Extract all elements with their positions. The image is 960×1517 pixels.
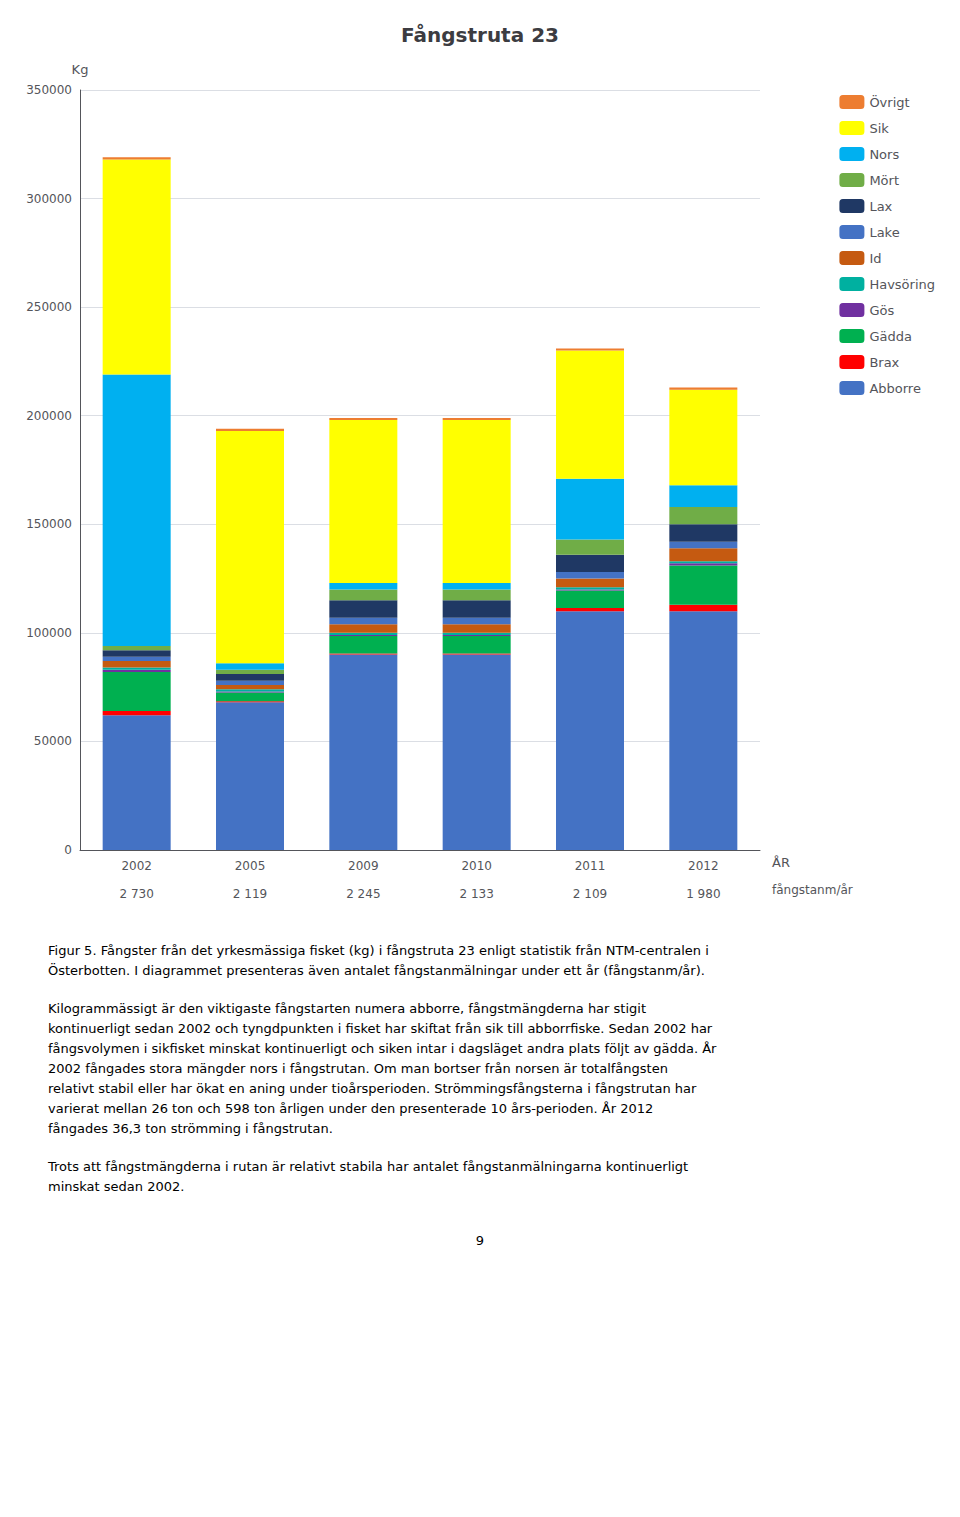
svg-text:2009: 2009 [348, 859, 379, 873]
svg-text:relativt stabil eller har ökat: relativt stabil eller har ökat en aning … [48, 1081, 697, 1096]
svg-text:Figur 5. Fångster från det yrk: Figur 5. Fångster från det yrkesmässiga … [48, 943, 709, 958]
svg-text:fångades 36,3 ton strömming i: fångades 36,3 ton strömming i fångstruta… [48, 1121, 333, 1136]
svg-text:Trots att fångstmängderna i ru: Trots att fångstmängderna i rutan är rel… [47, 1159, 688, 1174]
svg-text:Lax: Lax [869, 199, 892, 214]
svg-text:2002: 2002 [121, 859, 152, 873]
svg-text:2011: 2011 [575, 859, 606, 873]
svg-text:50000: 50000 [34, 734, 72, 748]
svg-text:Kilogrammässigt är den viktiga: Kilogrammässigt är den viktigaste fångst… [48, 1001, 646, 1016]
svg-text:Österbotten. I diagrammet pres: Österbotten. I diagrammet presenteras äv… [48, 962, 705, 978]
svg-text:300000: 300000 [26, 192, 72, 206]
svg-text:Fångstruta 23: Fångstruta 23 [401, 23, 559, 47]
svg-text:250000: 250000 [26, 300, 72, 314]
svg-text:2 109: 2 109 [573, 887, 607, 901]
svg-text:Kg: Kg [72, 62, 89, 77]
svg-text:2 133: 2 133 [459, 887, 493, 901]
svg-text:fångsvolymen i sikfisket minsk: fångsvolymen i sikfisket minskat kontinu… [48, 1041, 717, 1056]
svg-text:2 119: 2 119 [233, 887, 267, 901]
svg-text:Nors: Nors [869, 147, 899, 162]
svg-text:1 980: 1 980 [686, 887, 720, 901]
svg-text:2002 fångades stora mängder no: 2002 fångades stora mängder nors i fångs… [48, 1061, 668, 1076]
svg-text:2012: 2012 [688, 859, 719, 873]
svg-text:fångstanm/år: fångstanm/år [772, 883, 853, 897]
svg-text:9: 9 [476, 1233, 484, 1248]
svg-text:2 245: 2 245 [346, 887, 380, 901]
svg-text:2010: 2010 [461, 859, 492, 873]
svg-text:Sik: Sik [869, 121, 889, 136]
svg-text:2005: 2005 [235, 859, 266, 873]
svg-text:Mört: Mört [869, 173, 899, 188]
svg-text:minskat sedan 2002.: minskat sedan 2002. [48, 1179, 184, 1194]
svg-text:100000: 100000 [26, 626, 72, 640]
svg-text:kontinuerligt sedan 2002 och t: kontinuerligt sedan 2002 och tyngdpunkte… [48, 1021, 713, 1036]
svg-text:0: 0 [64, 843, 72, 857]
svg-text:Gädda: Gädda [869, 329, 912, 344]
svg-text:Abborre: Abborre [869, 381, 921, 396]
svg-text:Id: Id [869, 251, 881, 266]
svg-text:Lake: Lake [869, 225, 899, 240]
svg-text:varierat mellan 26 ton och 598: varierat mellan 26 ton och 598 ton årlig… [48, 1101, 653, 1116]
svg-text:Havsöring: Havsöring [869, 277, 935, 292]
svg-text:2 730: 2 730 [119, 887, 153, 901]
svg-text:200000: 200000 [26, 409, 72, 423]
svg-text:Övrigt: Övrigt [869, 94, 909, 110]
svg-text:ÅR: ÅR [772, 855, 790, 870]
svg-text:150000: 150000 [26, 517, 72, 531]
svg-text:Gös: Gös [869, 303, 894, 318]
svg-text:350000: 350000 [26, 83, 72, 97]
svg-text:Brax: Brax [869, 355, 899, 370]
